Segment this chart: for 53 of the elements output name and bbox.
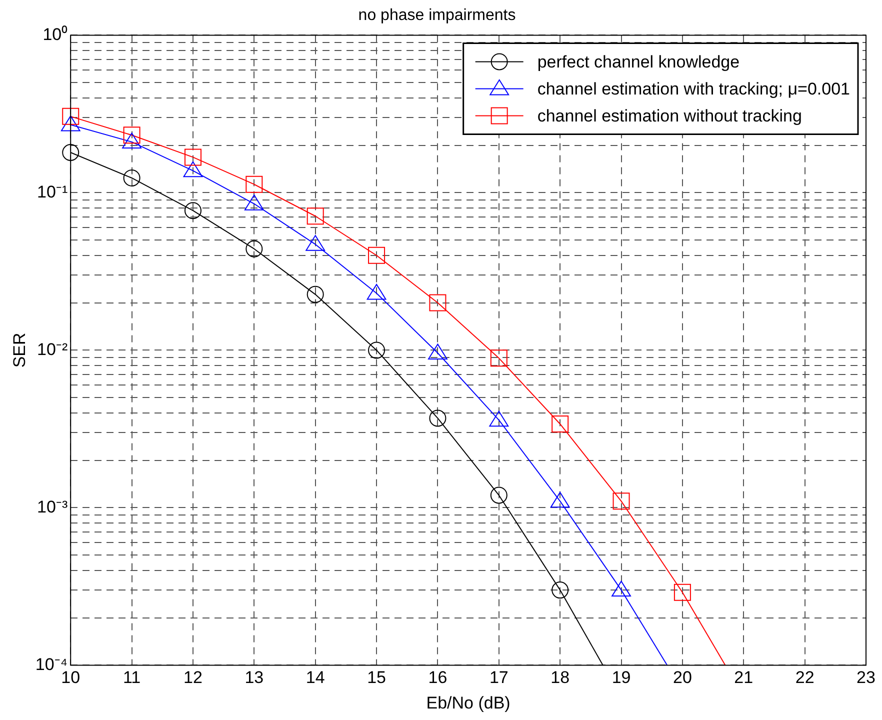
point [306,235,326,251]
legend-label: channel estimation without tracking [537,106,802,126]
point [62,144,80,161]
point [368,246,386,264]
x-tick-label: 19 [612,668,631,688]
point [122,132,142,148]
y-axis-title: SER [10,332,29,368]
x-tick-label: 22 [795,668,814,688]
chart-title: no phase impairments [358,7,516,24]
point [62,108,80,125]
legend-label: perfect channel knowledge [537,52,740,72]
point [490,350,508,367]
y-tick-label: 10⁻³ [37,497,68,516]
point [550,492,570,508]
point [123,126,140,144]
point [552,582,569,599]
point [184,202,202,220]
y-tick-label: 10⁻¹ [37,182,68,202]
point [612,580,631,597]
point [612,492,630,510]
point [428,344,448,360]
point [674,584,691,601]
x-tick-label: 13 [244,668,264,688]
x-tick-label: 20 [672,668,692,688]
point [184,148,202,166]
point [60,115,80,132]
y-tick-label: 10⁰ [42,24,68,44]
x-tick-label: 17 [489,668,508,688]
x-tick-label: 14 [306,668,325,688]
x-tick-label: 23 [856,668,876,688]
x-axis-title: Eb/No (dB) [426,693,510,712]
point [490,486,508,504]
point [244,194,264,210]
x-tick-label: 12 [184,668,202,688]
point [368,342,386,359]
point [552,415,569,432]
point [183,161,203,178]
legend-label: channel estimation with tracking; μ=0.001 [537,79,850,98]
point [246,240,263,258]
x-tick-label: 11 [122,668,141,688]
point [246,176,263,193]
point [429,410,446,427]
point [306,286,324,303]
x-tick-label: 18 [550,668,570,688]
point [306,208,324,225]
point [429,294,446,312]
x-tick-label: 15 [367,668,386,688]
point [123,169,140,186]
x-tick-label: 21 [734,668,754,688]
point [366,284,386,300]
point [489,410,509,427]
y-tick-label: 10⁻² [37,340,68,359]
x-tick-label: 16 [428,668,448,688]
